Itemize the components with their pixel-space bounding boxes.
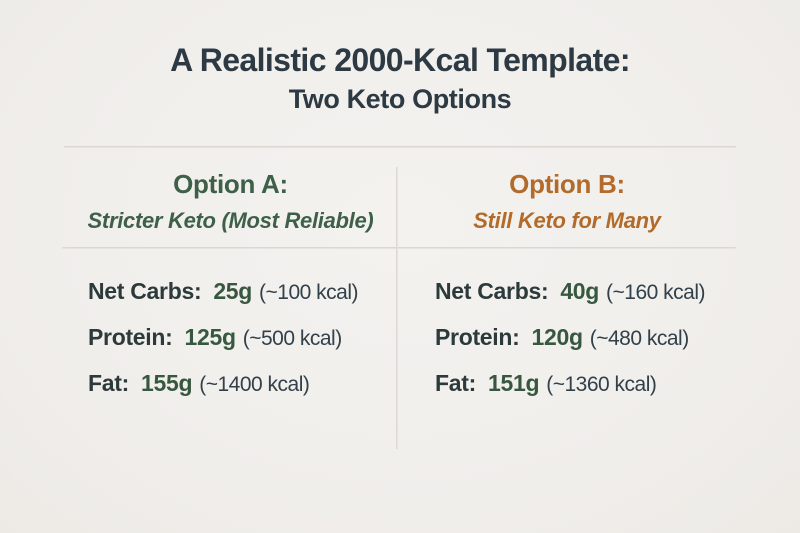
page-subtitle: Two Keto Options xyxy=(288,84,512,114)
macro-value: 155g xyxy=(140,370,193,396)
option-a-macros: Net Carbs: 25g (~100 kcal) Protein: 125g (~5… xyxy=(88,278,359,397)
macro-value: 125g xyxy=(184,324,237,350)
option-a-title: Option A: xyxy=(173,169,288,199)
macro-row-net-carbs: Net Carbs: 25g (~100 kcal) xyxy=(88,278,359,305)
option-b-subtitle: Still Keto for Many xyxy=(473,208,661,233)
page-title: A Realistic 2000-Kcal Template: xyxy=(170,42,630,78)
macro-value: 25g xyxy=(213,278,253,304)
macro-note: (~480 kcal) xyxy=(589,327,689,350)
option-b-title: Option B: xyxy=(509,169,625,199)
macro-label: Fat: xyxy=(435,370,476,396)
macro-row-protein: Protein: 125g (~500 kcal) xyxy=(88,325,358,351)
macro-value: 151g xyxy=(487,370,540,396)
macro-value: 40g xyxy=(560,278,600,304)
option-a-subtitle: Stricter Keto (Most Reliable) xyxy=(87,208,374,233)
option-b-macros: Net Carbs: 40g (~160 kcal) Protein: 120g (~4… xyxy=(435,278,706,397)
macro-row-protein: Protein: 120g (~480 kcal) xyxy=(435,325,705,351)
macro-row-fat: Fat: 155g (~1400 kcal) xyxy=(88,371,358,397)
macro-value: 120g xyxy=(531,324,584,350)
macro-label: Protein: xyxy=(435,324,520,350)
option-b-header: Option B: Still Keto for Many xyxy=(398,169,736,234)
macro-note: (~1360 kcal) xyxy=(546,373,657,396)
macro-row-fat: Fat: 151g (~1360 kcal) xyxy=(435,371,705,397)
macro-label: Net Carbs: xyxy=(88,278,202,304)
macro-label: Protein: xyxy=(88,324,173,350)
divider-top xyxy=(64,146,736,148)
macro-row-net-carbs: Net Carbs: 40g (~160 kcal) xyxy=(435,278,706,305)
macro-label: Net Carbs: xyxy=(435,278,549,304)
macro-note: (~500 kcal) xyxy=(242,327,342,350)
macro-note: (~100 kcal) xyxy=(259,281,359,304)
option-a-header: Option A: Stricter Keto (Most Reliable) xyxy=(65,169,396,234)
divider-vertical xyxy=(396,167,398,449)
macro-note: (~1400 kcal) xyxy=(199,373,310,396)
macro-note: (~160 kcal) xyxy=(606,281,706,304)
divider-columns xyxy=(62,247,736,249)
macro-label: Fat: xyxy=(88,370,129,396)
